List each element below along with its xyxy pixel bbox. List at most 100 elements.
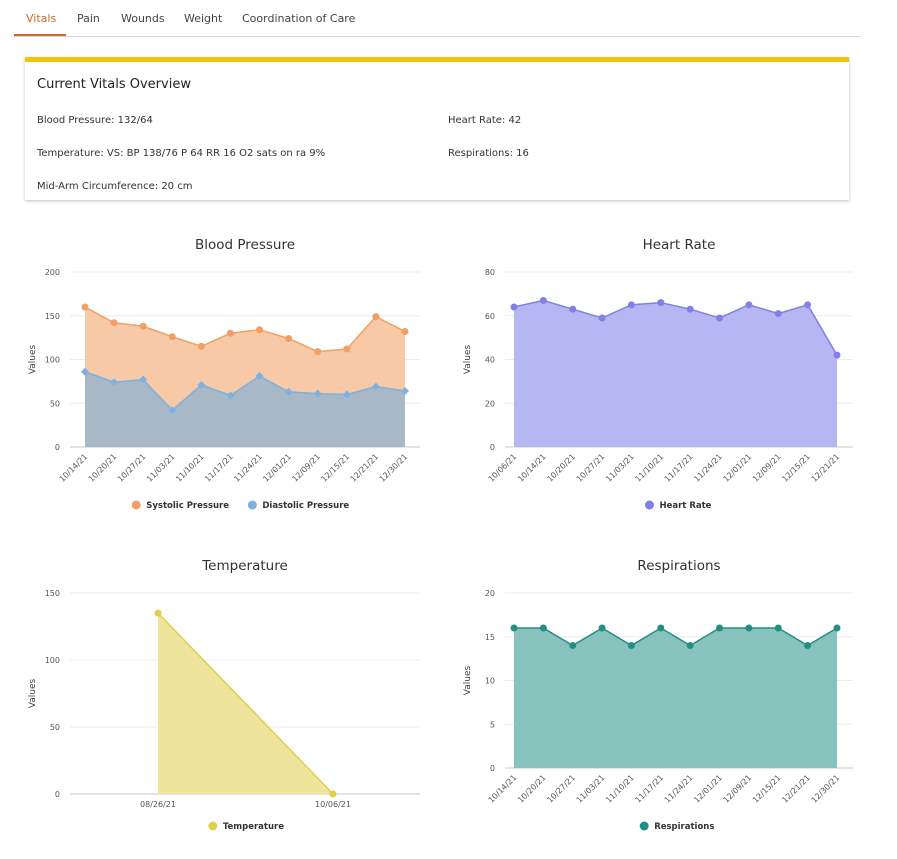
respirations-point[interactable]	[745, 624, 753, 632]
respirations-point[interactable]	[774, 624, 782, 632]
legend-marker[interactable]	[131, 500, 141, 510]
x-tick-label: 12/09/21	[722, 773, 754, 805]
diastolic-pressure-point[interactable]	[168, 406, 177, 415]
systolic-pressure-point[interactable]	[343, 345, 351, 353]
x-tick-label: 11/10/21	[604, 773, 636, 805]
temperature-area	[158, 613, 333, 794]
systolic-pressure-point[interactable]	[81, 303, 89, 311]
x-tick-label: 12/15/21	[751, 773, 783, 805]
y-tick-label: 150	[45, 589, 60, 598]
heart-rate-svg: Heart Rate Values 0 20 40 60 80 10/06/2110/14/2…	[463, 237, 853, 511]
vitals-overview-card: Current Vitals Overview Blood Pressure: …	[25, 57, 849, 200]
tab-coordination-of-care[interactable]: Coordination of Care	[242, 12, 356, 25]
legend-marker[interactable]	[639, 821, 649, 831]
heart-rate-point[interactable]	[804, 301, 812, 309]
blood-pressure-svg: Blood Pressure Values 0 50 100 150 200 10/14/21…	[28, 237, 420, 511]
systolic-pressure-point[interactable]	[285, 335, 293, 342]
heart-rate-point[interactable]	[627, 301, 635, 309]
respirations-point[interactable]	[539, 624, 547, 632]
heart-rate-point[interactable]	[774, 310, 782, 318]
respirations-area	[514, 628, 837, 768]
tab-wounds[interactable]: Wounds	[121, 12, 165, 25]
respirations-chart: Respirations Values 0 5 10 15 20 10/14/21 10/20/…	[455, 546, 875, 846]
legend-marker[interactable]	[645, 500, 654, 510]
x-tick-label: 10/20/21	[87, 452, 119, 484]
legend-item-systolic-pressure[interactable]: Systolic Pressure	[146, 501, 229, 511]
respirations-point[interactable]	[657, 624, 665, 632]
diastolic-pressure-point[interactable]	[139, 375, 148, 384]
systolic-pressure-point[interactable]	[256, 326, 264, 334]
heart-rate-point[interactable]	[686, 305, 694, 313]
tab-pain[interactable]: Pain	[77, 12, 100, 25]
diastolic-pressure-point[interactable]	[81, 367, 89, 376]
respirations-point[interactable]	[627, 642, 635, 649]
systolic-pressure-point[interactable]	[226, 329, 234, 337]
respirations-point[interactable]	[716, 624, 724, 632]
blood-pressure-chart: Blood Pressure Values 0 50 100 150 200 10/14/21…	[20, 225, 440, 525]
heart-rate-point[interactable]	[539, 296, 547, 304]
diastolic-pressure-point[interactable]	[226, 391, 235, 400]
x-tick-label: 10/14/21	[58, 452, 90, 484]
blood-pressure-value: Blood Pressure: 132/64	[37, 115, 153, 126]
legend-item-heart-rate[interactable]: Heart Rate	[660, 501, 712, 511]
respirations-point[interactable]	[569, 642, 577, 649]
heart-rate-point[interactable]	[510, 303, 518, 311]
diastolic-pressure-point[interactable]	[255, 372, 264, 381]
systolic-pressure-point[interactable]	[139, 322, 147, 330]
x-tick-label: 10/27/21	[545, 773, 577, 805]
diastolic-pressure-point[interactable]	[342, 390, 351, 399]
systolic-pressure-point[interactable]	[168, 333, 176, 341]
heart-rate-point[interactable]	[598, 314, 606, 322]
x-tick-label: 10/20/21	[516, 773, 548, 805]
y-tick-label: 15	[485, 633, 495, 642]
heart-rate-point[interactable]	[745, 301, 753, 309]
diastolic-pressure-point[interactable]	[401, 387, 409, 395]
respirations-point[interactable]	[804, 642, 812, 649]
legend-item-diastolic-pressure[interactable]: Diastolic Pressure	[262, 501, 349, 511]
temperature-point[interactable]	[329, 790, 337, 798]
tab-vitals[interactable]: Vitals	[26, 12, 57, 25]
y-tick-label: 5	[490, 720, 495, 729]
active-tab-indicator	[14, 34, 66, 36]
systolic-pressure-point[interactable]	[110, 319, 118, 327]
temperature-point[interactable]	[154, 609, 162, 617]
legend-marker[interactable]	[247, 500, 257, 510]
respirations-point[interactable]	[510, 624, 518, 632]
systolic-pressure-point[interactable]	[314, 348, 322, 356]
y-tick-label: 10	[485, 677, 495, 686]
temperature-chart: Temperature Values 0 50 100 150 08/26/21 10/06/…	[20, 546, 440, 846]
diastolic-pressure-point[interactable]	[371, 382, 380, 391]
systolic-pressure-point[interactable]	[197, 342, 205, 350]
respirations-point[interactable]	[598, 624, 606, 632]
diastolic-pressure-point[interactable]	[313, 389, 322, 398]
x-tick-label: 12/30/21	[378, 452, 410, 484]
x-tick-label: 12/30/21	[810, 773, 842, 805]
heart-rate-point[interactable]	[716, 314, 724, 322]
y-tick-label: 150	[45, 312, 60, 321]
y-tick-label: 0	[490, 443, 495, 452]
heart-rate-point[interactable]	[569, 305, 577, 313]
systolic-pressure-point[interactable]	[401, 328, 409, 335]
x-tick-label: 11/24/21	[663, 773, 695, 805]
temperature-line	[157, 612, 334, 795]
legend-marker[interactable]	[208, 821, 218, 831]
x-tick-label: 11/03/21	[575, 773, 607, 805]
respirations-point[interactable]	[833, 624, 841, 632]
y-tick-label: 0	[55, 790, 60, 799]
systolic-pressure-point[interactable]	[372, 313, 380, 321]
heart-rate-point[interactable]	[657, 299, 665, 307]
x-tick-label: 12/01/21	[722, 452, 754, 484]
legend-item-respirations[interactable]: Respirations	[654, 822, 714, 832]
chart-title: Blood Pressure	[195, 237, 295, 253]
respirations-svg: Respirations Values 0 5 10 15 20 10/14/2110/20/…	[463, 558, 853, 832]
diastolic-pressure-point[interactable]	[284, 387, 293, 396]
heart-rate-chart: Heart Rate Values 0 20 40 60 80 10/06/21 10/14/2…	[455, 225, 875, 525]
y-tick-label: 20	[485, 589, 495, 598]
y-axis-label: Values	[28, 344, 38, 374]
tab-weight[interactable]: Weight	[184, 12, 223, 25]
respirations-point[interactable]	[686, 642, 694, 649]
diastolic-pressure-point[interactable]	[110, 378, 119, 387]
legend-item-temperature[interactable]: Temperature	[223, 822, 284, 832]
heart-rate-point[interactable]	[833, 351, 841, 359]
diastolic-pressure-point[interactable]	[197, 380, 206, 389]
